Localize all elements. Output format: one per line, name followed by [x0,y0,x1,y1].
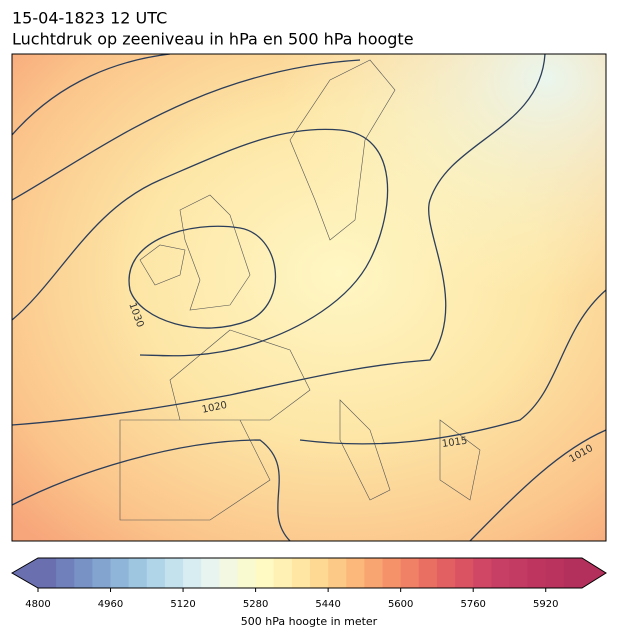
colorbar-extend [582,558,606,588]
colorbar-tick-label: 5120 [170,599,195,610]
colorbar-tick-label: 4800 [25,599,50,610]
colorbar-cell [201,558,220,588]
map [12,54,606,541]
colorbar-cell [219,558,238,588]
colorbar-cell [436,558,456,588]
colorbar-tick-label: 4960 [98,599,123,610]
colorbar-cell [110,558,130,588]
colorbar-cell [364,558,384,588]
colorbar: 4800 4960 5120 5280 5440 5600 5760 5920 [10,557,607,610]
colorbar-cell [328,558,347,588]
colorbar-cell [310,558,329,588]
colorbar-cell [291,558,311,588]
contour-label: 1020 [201,400,228,416]
colorbar-cell [346,558,365,588]
colorbar-cell [563,558,583,588]
colorbar-cell [183,558,202,588]
colorbar-cell [38,558,57,588]
colorbar-cell [382,558,402,588]
colorbar-tick-label: 5600 [388,599,413,610]
title-line: Luchtdruk op zeeniveau in hPa en 500 hPa… [12,30,414,49]
colorbar-cell [455,558,474,588]
colorbar-tick-label: 5920 [533,599,558,610]
colorbar-cell [237,558,257,588]
colorbar-tick-label: 5440 [315,599,340,610]
colorbar-cell [56,558,75,588]
colorbar-cell [92,558,112,588]
colorbar-cell [164,558,184,588]
colorbar-cell [273,558,293,588]
colorbar-extend [12,558,38,588]
colorbar-cell [400,558,420,588]
colorbar-cell [74,558,93,588]
colorbar-tick-label: 5280 [243,599,268,610]
contour-label: 1015 [441,436,468,450]
colorbar-cell [255,558,275,588]
colorbar-cell [545,558,565,588]
title-line: 15-04-1823 12 UTC [12,9,167,28]
colorbar-label: 500 hPa hoogte in meter [241,615,378,628]
colorbar-cell [146,558,166,588]
colorbar-cell [491,558,510,588]
colorbar-cell [418,558,438,588]
map-frame [11,53,607,542]
colorbar-tick-label: 5760 [460,599,485,610]
colorbar-cell [527,558,547,588]
colorbar-cell [128,558,148,588]
colorbar-cell [509,558,529,588]
colorbar-cell [473,558,492,588]
